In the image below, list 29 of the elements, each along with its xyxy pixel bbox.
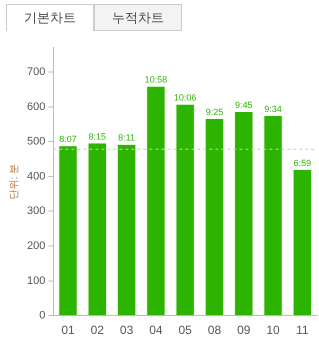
y-tick-label: 600 [26, 100, 46, 113]
x-tick-label: 01 [61, 323, 75, 338]
data-label: 9:45 [235, 100, 253, 110]
x-tick-label: 02 [90, 323, 104, 338]
x-tick-label: 08 [208, 323, 222, 338]
data-label: 9:25 [206, 106, 224, 117]
x-tick-label: 05 [178, 323, 192, 338]
x-tick-label: 10 [266, 323, 280, 338]
data-label: 9:34 [264, 104, 282, 114]
y-tick-label: 300 [26, 205, 46, 218]
x-tick-label: 03 [120, 323, 134, 338]
x-tick-label: 11 [296, 323, 309, 338]
x-tick-label: 04 [149, 323, 163, 338]
data-label: 8:15 [88, 131, 106, 142]
data-label: 8:07 [59, 134, 77, 144]
data-label: 10:06 [174, 92, 196, 103]
data-label: 10:58 [144, 74, 168, 85]
text: 기본차트 [6, 4, 94, 31]
y-tick-label: 400 [26, 170, 46, 182]
y-axis-title: 단위: 분 [8, 164, 20, 200]
y-tick-label: 700 [26, 66, 46, 78]
y-tick-label: 500 [26, 136, 46, 148]
data-label: 8:11 [118, 132, 136, 143]
text: 누적차트 [94, 4, 182, 31]
x-tick-label: 09 [237, 323, 251, 338]
y-tick-label: 100 [26, 274, 46, 287]
data-label: 6:59 [294, 158, 312, 168]
y-tick-label: 0 [39, 310, 46, 322]
y-tick-label: 200 [26, 240, 46, 252]
